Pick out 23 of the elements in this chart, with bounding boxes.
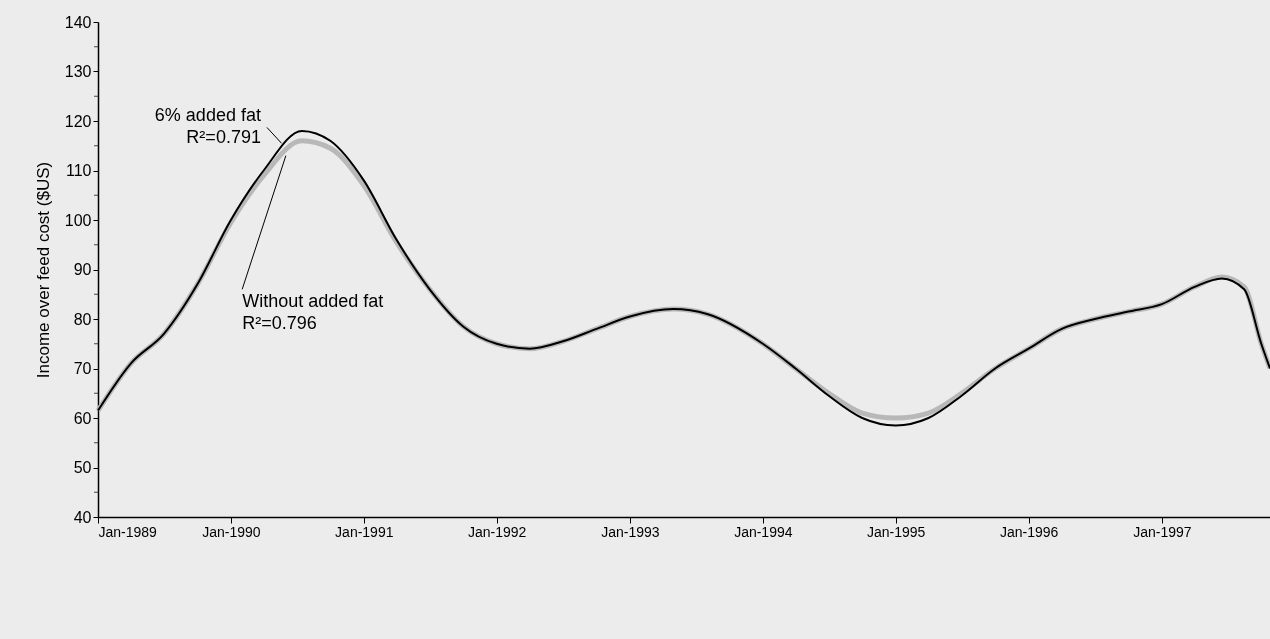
- annotation: 6% added fat R²=0.791: [154, 105, 261, 148]
- y-tick-label: 40: [73, 508, 92, 526]
- y-tick-label: 70: [73, 360, 92, 377]
- x-tick-label: Jan-1993: [601, 523, 660, 540]
- y-axis-title: Income over feed cost ($US): [33, 161, 53, 379]
- y-tick-label: 100: [64, 211, 92, 229]
- x-tick-label: Jan-1990: [202, 523, 261, 540]
- y-tick-label: 130: [64, 63, 92, 80]
- x-tick-label: Jan-1992: [467, 523, 527, 540]
- x-tick-label: Jan-1996: [999, 523, 1059, 540]
- y-tick-label: 60: [73, 409, 92, 427]
- x-tick-label: Jan-1995: [867, 523, 926, 540]
- y-tick-label: 80: [73, 310, 92, 328]
- x-tick-label: Jan-1991: [335, 523, 394, 540]
- y-tick-label: 110: [65, 162, 92, 179]
- y-tick-label: 50: [73, 459, 92, 476]
- x-tick-label: Jan-1994: [734, 523, 793, 540]
- x-tick-label: Jan-1989: [98, 523, 158, 540]
- y-tick-label: 120: [64, 112, 92, 130]
- x-tick-label: Jan-1997: [1133, 523, 1192, 540]
- annotation: Without added fat R²=0.796: [242, 291, 384, 334]
- y-tick-label: 140: [64, 13, 92, 31]
- y-tick-label: 90: [73, 261, 92, 278]
